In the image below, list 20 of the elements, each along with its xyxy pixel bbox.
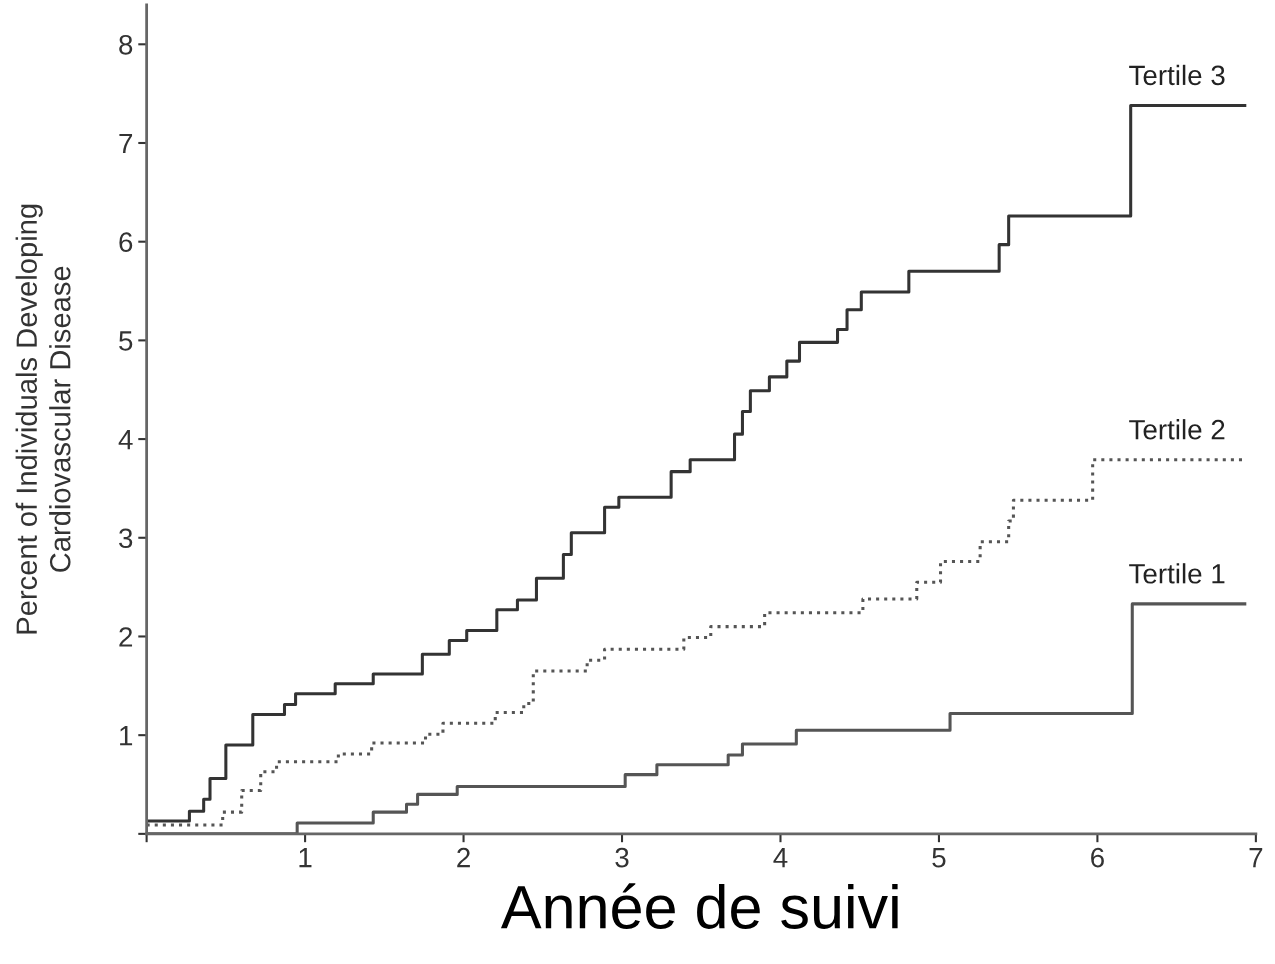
y-tick-label: 7: [119, 133, 133, 154]
x-tick-label: 5: [932, 848, 946, 868]
series-label: Tertile 3: [1129, 64, 1225, 86]
series-label: Tertile 1: [1129, 563, 1225, 584]
x-tick-label: 6: [1091, 847, 1104, 868]
x-tick-label: 1: [299, 848, 312, 868]
y-tick-label: 1: [120, 726, 133, 746]
y-tick-label: 2: [119, 627, 133, 647]
x-tick-label: 3: [615, 847, 629, 868]
y-tick-label: 3: [119, 528, 133, 549]
y-tick-label: 6: [119, 232, 133, 253]
x-tick-label: 7: [1249, 848, 1263, 868]
y-tick-label: 5: [119, 331, 133, 351]
series-label: Tertile 2: [1129, 419, 1225, 440]
y-tick-label: 8: [119, 34, 133, 55]
x-tick-label: 4: [773, 848, 788, 868]
y-tick-label: 4: [118, 430, 133, 450]
y-axis-title: Percent of Individuals Developing Cardiovascular Disease: [15, 204, 71, 634]
x-tick-label: 2: [457, 847, 470, 868]
x-axis-title: Année de suivi: [500, 883, 898, 929]
